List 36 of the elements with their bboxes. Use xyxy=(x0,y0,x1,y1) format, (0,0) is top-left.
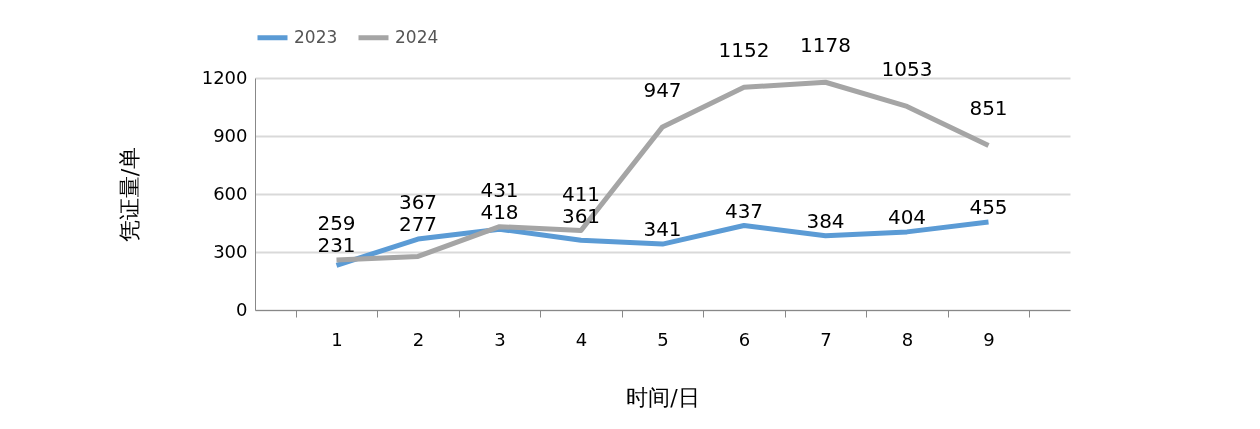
data-label: 341 xyxy=(643,217,682,242)
data-label: 384 xyxy=(806,208,845,233)
data-label: 431 xyxy=(480,177,519,202)
y-tick-label: 300 xyxy=(213,240,248,262)
data-label: 367 xyxy=(398,190,438,215)
data-label: 947 xyxy=(643,77,682,102)
x-tick-label: 7 xyxy=(820,328,832,350)
data-label: 1178 xyxy=(800,33,851,58)
x-tick-label: 6 xyxy=(738,328,751,350)
x-tick-label: 8 xyxy=(901,328,914,350)
x-tick-label: 9 xyxy=(983,328,995,350)
x-tick-label: 2 xyxy=(412,328,425,350)
y-tick-label: 1200 xyxy=(201,66,248,88)
y-axis-title: 凭证量/单 xyxy=(116,146,142,243)
data-label: 404 xyxy=(887,204,927,229)
data-label: 361 xyxy=(561,203,601,228)
legend-label: 2023 xyxy=(294,26,338,47)
x-tick-label: 1 xyxy=(331,328,343,350)
x-tick-label: 4 xyxy=(575,328,588,350)
y-tick-label: 0 xyxy=(236,298,248,320)
x-axis-title: 时间/日 xyxy=(626,384,700,410)
data-label: 411 xyxy=(561,181,601,206)
x-tick-label: 3 xyxy=(494,328,506,350)
legend-label: 2024 xyxy=(395,26,439,47)
data-label: 851 xyxy=(969,96,1008,121)
data-label: 1152 xyxy=(718,38,770,63)
y-tick-label: 900 xyxy=(213,124,248,146)
data-label: 231 xyxy=(317,232,356,257)
data-label: 418 xyxy=(480,199,519,224)
data-label: 455 xyxy=(969,195,1008,220)
data-label: 259 xyxy=(317,210,356,235)
data-label: 277 xyxy=(398,212,438,237)
x-tick-label: 5 xyxy=(657,328,669,350)
y-tick-label: 600 xyxy=(213,182,248,204)
data-label: 1053 xyxy=(881,57,933,82)
data-label: 437 xyxy=(724,198,764,223)
